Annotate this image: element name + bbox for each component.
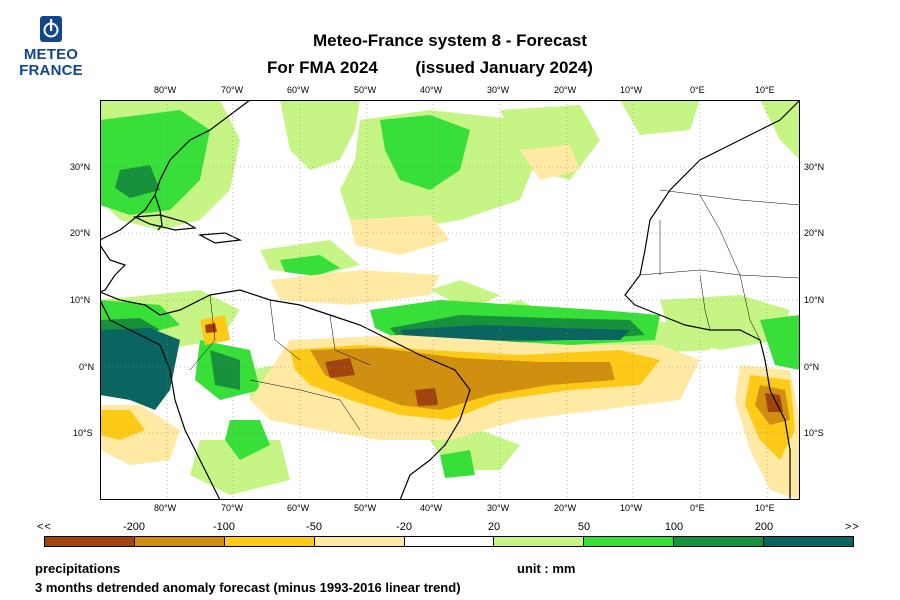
- legend-label-neg20: -20: [396, 521, 412, 533]
- lon-tick-top-20w: 20°W: [554, 85, 577, 95]
- lat-tick-left-0n: 0°N: [79, 362, 95, 372]
- lat-tick-right-30n: 30°N: [804, 162, 825, 172]
- legend-label-20: 20: [487, 521, 501, 533]
- legend-box: [314, 537, 405, 546]
- description-label: 3 months detrended anomaly forecast (min…: [35, 580, 461, 595]
- lon-tick-top-70w: 70°W: [221, 85, 244, 95]
- lat-tick-left-10n: 10°N: [70, 295, 91, 305]
- legend-label-neg200: -200: [122, 521, 146, 533]
- graticule: [100, 100, 800, 500]
- legend-box: [134, 537, 225, 546]
- legend-right-end: >>: [845, 521, 860, 533]
- logo-text-france: FRANCE: [19, 62, 83, 79]
- lon-tick-top-10w: 10°W: [620, 85, 643, 95]
- country-borders: [189, 189, 800, 431]
- lon-tick-bottom-10e: 10°E: [755, 503, 775, 513]
- legend-label-200: 200: [754, 521, 774, 533]
- lon-tick-bottom-30w: 30°W: [487, 503, 510, 513]
- anomaly-teal: [100, 325, 630, 410]
- logo-text-meteo: METEO: [23, 46, 79, 63]
- legend-left-end: <<: [37, 521, 52, 533]
- lat-tick-left-30n: 30°N: [70, 162, 91, 172]
- legend-label-50: 50: [577, 521, 591, 533]
- color-legend-bar: [44, 536, 854, 547]
- lat-tick-right-0n: 0°N: [804, 362, 820, 372]
- lon-tick-bottom-10w: 10°W: [620, 503, 643, 513]
- map-border: [100, 100, 800, 500]
- legend-box: [45, 537, 135, 546]
- legend-box: [494, 537, 585, 546]
- legend-box: [584, 537, 675, 546]
- lon-tick-bottom-80w: 80°W: [154, 503, 177, 513]
- lat-tick-left-10s: 10°S: [73, 428, 93, 438]
- unit-label: unit : mm: [517, 561, 576, 576]
- lon-tick-top-60w: 60°W: [287, 85, 310, 95]
- lon-tick-top-0e: 0°E: [690, 85, 705, 95]
- coastlines: [100, 100, 800, 500]
- lon-tick-bottom-50w: 50°W: [354, 503, 377, 513]
- meteo-france-emblem-icon: [40, 16, 62, 42]
- lat-tick-right-10n: 10°N: [804, 295, 825, 305]
- map-canvas: [100, 100, 800, 500]
- precipitation-anomaly-map: [100, 100, 800, 500]
- issue-date: (issued January 2024): [415, 58, 593, 77]
- legend-label-100: 100: [664, 521, 684, 533]
- lat-tick-right-20n: 20°N: [804, 228, 825, 238]
- lon-tick-top-30w: 30°W: [487, 85, 510, 95]
- legend-label-neg100: -100: [212, 521, 236, 533]
- lon-tick-bottom-60w: 60°W: [287, 503, 310, 513]
- lon-tick-top-50w: 50°W: [354, 85, 377, 95]
- lon-tick-top-10e: 10°E: [755, 85, 775, 95]
- lat-tick-right-10s: 10°S: [804, 428, 824, 438]
- legend-box: [404, 537, 495, 546]
- lon-tick-bottom-20w: 20°W: [554, 503, 577, 513]
- legend-box: [764, 537, 854, 546]
- lon-tick-bottom-0e: 0°E: [690, 503, 705, 513]
- meteo-france-logo: METEO FRANCE: [16, 16, 86, 79]
- legend-label-neg50: -50: [306, 521, 322, 533]
- lon-tick-top-80w: 80°W: [154, 85, 177, 95]
- lon-tick-bottom-70w: 70°W: [221, 503, 244, 513]
- forecast-period: For FMA 2024: [267, 58, 378, 77]
- variable-label: precipitations: [35, 561, 121, 576]
- lon-tick-top-40w: 40°W: [420, 85, 443, 95]
- lon-tick-bottom-40w: 40°W: [420, 503, 443, 513]
- legend-box: [674, 537, 765, 546]
- lat-tick-left-20n: 20°N: [70, 228, 91, 238]
- chart-title: Meteo-France system 8 - Forecast: [313, 31, 587, 50]
- chart-subtitle: For FMA 2024 (issued January 2024): [0, 58, 880, 78]
- legend-box: [224, 537, 315, 546]
